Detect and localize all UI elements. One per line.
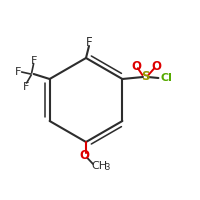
Text: F: F (30, 56, 37, 66)
Text: 3: 3 (104, 163, 109, 172)
Text: O: O (151, 60, 161, 73)
Text: F: F (15, 67, 21, 77)
Text: F: F (86, 36, 92, 49)
Text: CH: CH (91, 161, 107, 171)
Text: O: O (79, 149, 89, 162)
Text: O: O (131, 60, 141, 73)
Text: S: S (141, 71, 150, 84)
Text: Cl: Cl (161, 73, 173, 83)
Text: F: F (22, 82, 29, 92)
